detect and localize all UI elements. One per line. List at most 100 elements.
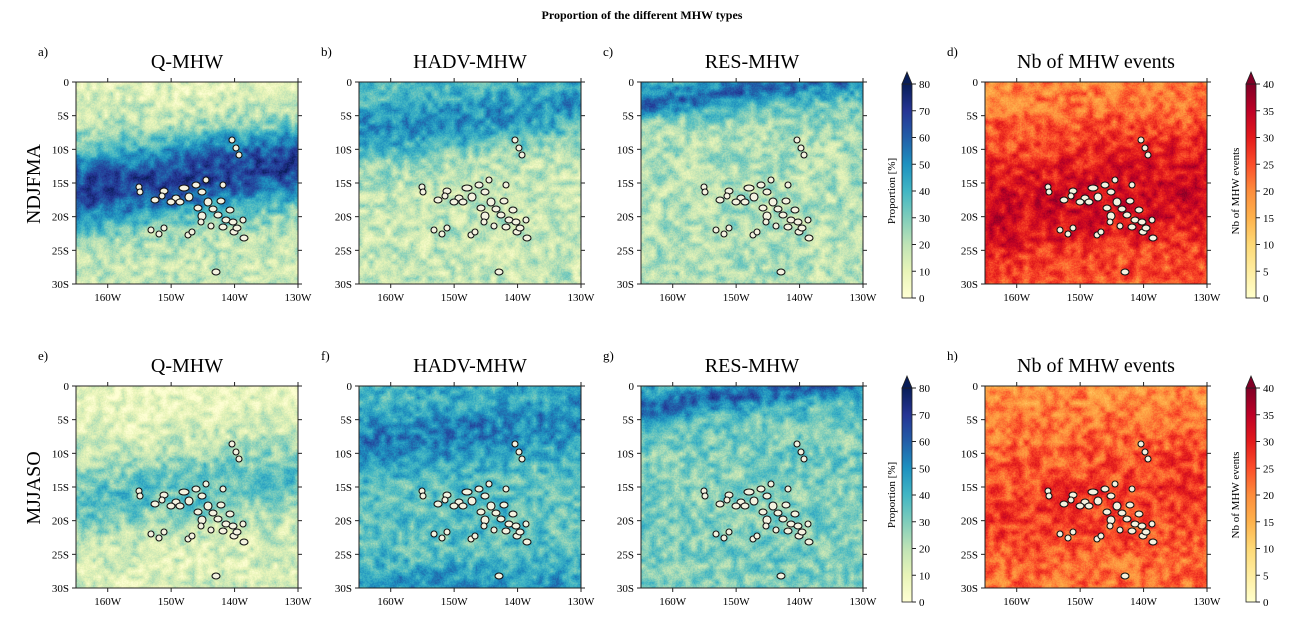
colorbar-tick-label: 20 (919, 544, 931, 556)
colorbar-label: Nb of MHW events (1230, 452, 1242, 539)
y-tick-label: 25S (961, 245, 978, 257)
island (1137, 522, 1147, 530)
y-tick-label: 20S (52, 212, 69, 224)
island (219, 181, 227, 189)
island (228, 522, 238, 530)
x-tick-label: 160W (377, 596, 405, 608)
y-tick-label: 15S (335, 178, 352, 190)
island (768, 197, 778, 207)
panel-6: 0 5S 10S 15S 20S 25S 30S 160W 150W 140W 130W HADV-M… (321, 348, 595, 608)
island (184, 192, 194, 202)
row-label-bottom: MJJASO (23, 451, 45, 524)
island (1106, 522, 1114, 530)
colorbar-tick-label: 50 (919, 463, 931, 475)
island (480, 492, 490, 500)
island (218, 527, 228, 535)
x-tick-label: 160W (659, 292, 687, 304)
island (800, 151, 808, 159)
y-tick-label: 15S (961, 482, 978, 494)
colorbar-tick-label: 40 (919, 186, 931, 198)
island (502, 485, 510, 493)
x-tick-label: 130W (1194, 292, 1222, 304)
y-tick-label: 10S (335, 144, 352, 156)
island (419, 492, 427, 500)
island (518, 151, 526, 159)
island (797, 144, 805, 152)
y-tick-label: 30S (52, 583, 69, 595)
y-tick-label: 15S (52, 482, 69, 494)
island (235, 455, 243, 463)
island (191, 485, 201, 493)
y-tick-label: 30S (961, 279, 978, 291)
panel-title: RES-MHW (705, 51, 800, 73)
y-tick-label: 30S (617, 279, 634, 291)
island (762, 492, 772, 500)
island (797, 448, 805, 456)
y-tick-label: 0 (64, 381, 70, 393)
panel-letter: d) (947, 44, 958, 59)
island (232, 528, 242, 536)
island (1144, 455, 1152, 463)
heatmap-raster-1 (76, 82, 298, 284)
colorbar-tick-label: 70 (919, 106, 931, 118)
island (784, 485, 792, 493)
island-outlines (418, 136, 532, 276)
colorbar-label: Nb of MHW events (1230, 148, 1242, 235)
island (480, 522, 488, 530)
island (725, 528, 733, 536)
y-tick-label: 15S (617, 178, 634, 190)
colorbar-tick-label: 80 (919, 383, 931, 395)
island (1075, 502, 1085, 510)
y-tick-label: 0 (973, 381, 979, 393)
panel-7: 0 5S 10S 15S 20S 25S 30S 160W 150W 140W 130W RES-MH… (603, 348, 877, 608)
island (1087, 488, 1099, 496)
colorbar-tick-label: 30 (919, 517, 931, 529)
island (1075, 198, 1085, 206)
island (239, 520, 247, 528)
island (203, 197, 213, 207)
colorbar-proportion-row2: 0 10 20 30 40 50 60 70 80 Proportion [%] (886, 374, 931, 609)
island (508, 206, 518, 214)
island (511, 218, 521, 226)
heatmap-raster-2 (359, 82, 581, 284)
island-outlines (700, 440, 814, 580)
island (1112, 501, 1122, 511)
island (213, 211, 223, 219)
island (1093, 496, 1103, 506)
island (725, 224, 733, 232)
island (1122, 211, 1132, 219)
island (166, 198, 176, 206)
y-tick-label: 20S (617, 516, 634, 528)
island (228, 440, 236, 448)
island (743, 488, 755, 496)
island (762, 188, 772, 196)
panel-title: Nb of MHW events (1017, 51, 1175, 73)
colorbar-tick-label: 0 (919, 293, 925, 305)
island (783, 223, 793, 231)
island (1125, 501, 1135, 509)
island (150, 500, 160, 508)
island (1102, 508, 1112, 516)
panel-title: Nb of MHW events (1017, 355, 1175, 377)
y-tick-label: 15S (961, 178, 978, 190)
island (449, 502, 459, 510)
x-tick-label: 160W (377, 292, 405, 304)
y-tick-label: 0 (973, 77, 979, 89)
island (804, 520, 812, 528)
island (136, 188, 144, 196)
island (476, 204, 486, 212)
island (758, 204, 768, 212)
colorbar-tick-label: 40 (1263, 79, 1275, 91)
x-tick-label: 130W (568, 596, 596, 608)
colorbar-tick-label: 60 (919, 133, 931, 145)
colorbar-tick-label: 20 (1263, 490, 1275, 502)
colorbar-tick-label: 35 (1263, 106, 1275, 118)
colorbar-tick-label: 0 (1263, 293, 1269, 305)
island (1064, 534, 1072, 542)
island (731, 502, 741, 510)
y-tick-label: 5S (57, 111, 69, 123)
colorbar-tick-label: 25 (1263, 159, 1275, 171)
island (772, 526, 780, 534)
island (501, 527, 511, 535)
